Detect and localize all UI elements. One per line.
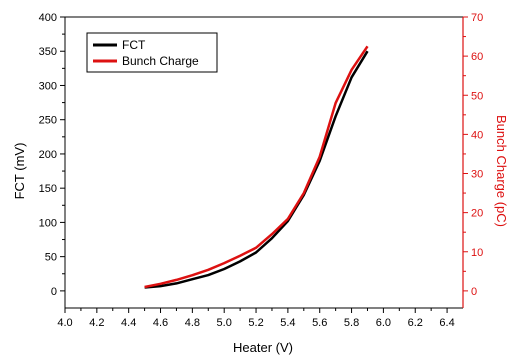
- x-tick-label: 4.6: [153, 317, 168, 329]
- legend-label: Bunch Charge: [122, 54, 199, 68]
- y-right-tick-label: 0: [471, 286, 477, 298]
- y-right-tick-label: 10: [471, 247, 483, 259]
- x-tick-label: 6.2: [408, 317, 423, 329]
- y-left-tick-label: 400: [39, 12, 57, 24]
- x-tick-label: 5.2: [248, 317, 263, 329]
- x-tick-label: 5.0: [217, 317, 232, 329]
- y-right-tick-label: 30: [471, 169, 483, 181]
- y-right-tick-label: 40: [471, 129, 483, 141]
- x-tick-label: 6.4: [439, 317, 454, 329]
- x-tick-label: 4.0: [57, 317, 72, 329]
- y-right-tick-label: 70: [471, 12, 483, 24]
- legend-box: [86, 32, 218, 73]
- y-left-tick-label: 300: [39, 80, 57, 92]
- x-axis-title: Heater (V): [233, 340, 293, 355]
- y-left-tick-label: 250: [39, 115, 57, 127]
- bunch-charge-series-line: [144, 45, 369, 289]
- x-tick-label: 4.4: [121, 317, 136, 329]
- y-left-tick-label: 350: [39, 46, 57, 58]
- legend-label: FCT: [122, 38, 146, 52]
- x-tick-label: 5.6: [312, 317, 327, 329]
- y-left-tick-label: 0: [51, 286, 57, 298]
- x-tick-label: 5.8: [344, 317, 359, 329]
- x-tick-label: 5.4: [280, 317, 295, 329]
- y-right-tick-label: 50: [471, 90, 483, 102]
- fct-series-line: [144, 50, 369, 289]
- x-tick-label: 4.8: [185, 317, 200, 329]
- y-left-tick-label: 200: [39, 149, 57, 161]
- y-right-axis-title: Bunch Charge (pC): [494, 115, 507, 227]
- x-tick-label: 6.0: [376, 317, 391, 329]
- y-left-tick-label: 150: [39, 183, 57, 195]
- y-left-tick-label: 50: [45, 252, 57, 264]
- x-tick-label: 4.2: [89, 317, 104, 329]
- y-left-axis-title: FCT (mV): [12, 143, 27, 200]
- y-right-tick-label: 60: [471, 51, 483, 63]
- y-right-tick-label: 20: [471, 208, 483, 220]
- y-left-tick-label: 100: [39, 217, 57, 229]
